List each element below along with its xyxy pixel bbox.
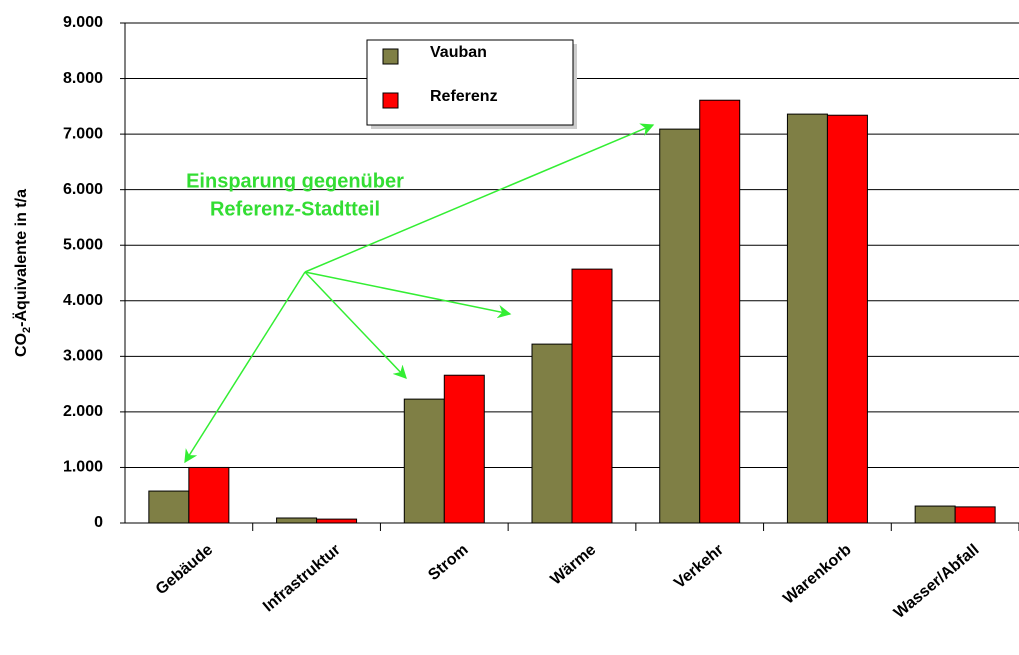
arrow xyxy=(184,271,306,464)
arrows xyxy=(184,123,655,464)
legend-items: Vauban Referenz xyxy=(382,44,498,109)
annotation: Einsparung gegenüber xyxy=(186,170,404,192)
bar xyxy=(531,343,573,524)
bar xyxy=(954,506,996,524)
y-tick-label: 9.000 xyxy=(63,14,103,31)
legend-label: Referenz xyxy=(430,88,498,105)
y-tick-label: 5.000 xyxy=(63,236,103,253)
x-tick-label: Warenkorb xyxy=(780,541,855,608)
bar xyxy=(571,268,613,524)
y-tick-label: 8.000 xyxy=(63,70,103,87)
x-tick-label: Infrastruktur xyxy=(260,541,344,615)
bar xyxy=(659,128,701,524)
y-tick-label: 0 xyxy=(94,514,103,531)
y-tick-label: 1.000 xyxy=(63,459,103,476)
y-tick-label: 4.000 xyxy=(63,292,103,309)
x-tick-label: Strom xyxy=(425,541,471,584)
y-axis-label: CO2-Äquivalente in t/a xyxy=(12,189,33,357)
legend-swatch xyxy=(382,92,399,109)
bar xyxy=(786,113,828,524)
bar xyxy=(699,99,741,524)
x-tick-label: Gebäude xyxy=(153,541,216,598)
legend: Vauban Referenz xyxy=(366,39,577,129)
bar xyxy=(826,114,868,524)
arrow xyxy=(304,271,512,319)
bars xyxy=(148,99,996,524)
bar xyxy=(403,398,445,524)
bar xyxy=(188,466,230,524)
legend-box xyxy=(366,39,574,126)
arrow xyxy=(304,271,407,379)
bar xyxy=(443,374,485,524)
x-tick-label: Verkehr xyxy=(671,541,727,592)
bar xyxy=(276,517,318,524)
arrow xyxy=(304,123,655,273)
y-tick-label: 6.000 xyxy=(63,181,103,198)
x-tick-label: Wärme xyxy=(547,541,599,588)
bar xyxy=(316,518,358,524)
x-tick-label: Wasser/Abfall xyxy=(891,541,983,622)
legend-swatch xyxy=(382,48,399,65)
annotation: Referenz-Stadtteil xyxy=(210,198,380,220)
y-tick-label: 2.000 xyxy=(63,403,103,420)
bar xyxy=(148,490,190,524)
bar xyxy=(914,505,956,524)
y-tick-label: 7.000 xyxy=(63,125,103,142)
legend-label: Vauban xyxy=(430,44,487,61)
y-tick-label: 3.000 xyxy=(63,348,103,365)
